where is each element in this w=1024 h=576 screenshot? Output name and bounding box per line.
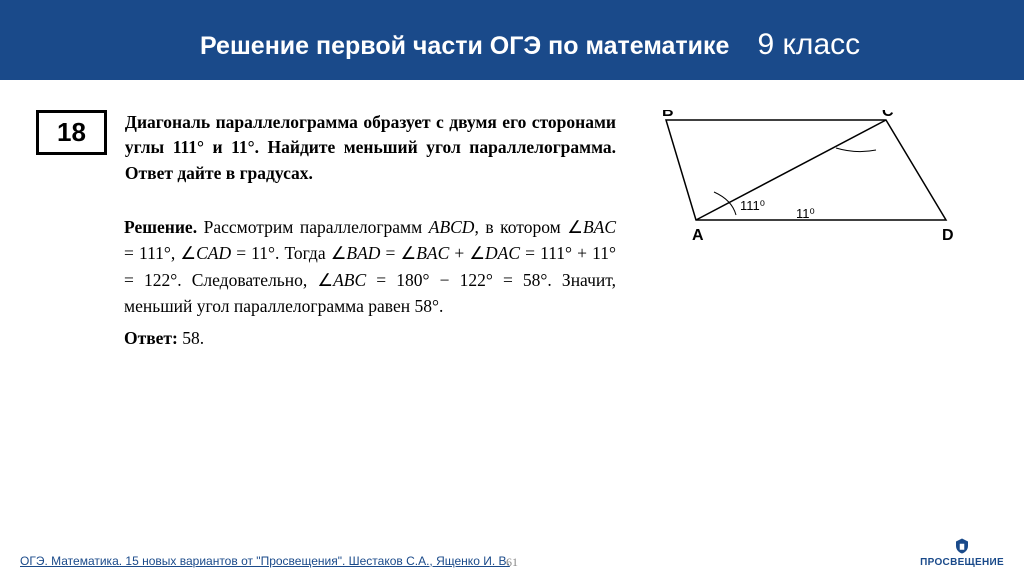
eq2: = 11°. Тогда ∠ bbox=[231, 243, 346, 263]
var-cad: CAD bbox=[196, 243, 231, 263]
solution-block: Решение. Рассмотрим параллелограмм ABCD,… bbox=[124, 214, 616, 351]
header-grade: 9 класс bbox=[757, 28, 860, 62]
solution-label: Решение. bbox=[124, 217, 197, 237]
answer-value: 58. bbox=[178, 328, 204, 348]
header-title: Решение первой части ОГЭ по математике bbox=[200, 32, 729, 61]
var-bac2: BAC bbox=[416, 243, 449, 263]
left-column: 18 Диагональ параллелограмма образует с … bbox=[36, 110, 616, 351]
content-area: 18 Диагональ параллелограмма образует с … bbox=[0, 80, 1024, 351]
footer-citation: ОГЭ. Математика. 15 новых вариантов от "… bbox=[20, 554, 510, 568]
parallelogram-diagram: A B C D 111⁰ 11⁰ bbox=[636, 110, 976, 351]
problem-row: 18 Диагональ параллелограмма образует с … bbox=[36, 110, 616, 186]
problem-text: Диагональ параллелограмма образует с дву… bbox=[125, 110, 616, 186]
solution-text-1b: , в котором ∠ bbox=[474, 217, 582, 237]
eq4: + ∠ bbox=[449, 243, 485, 263]
eq1: = 111°, ∠ bbox=[124, 243, 196, 263]
svg-text:11⁰: 11⁰ bbox=[796, 206, 815, 221]
svg-text:A: A bbox=[692, 227, 704, 244]
var-dac: DAC bbox=[485, 243, 520, 263]
svg-text:C: C bbox=[882, 110, 894, 120]
answer-row: Ответ: 58. bbox=[124, 325, 616, 351]
publisher-logo: ПРОСВЕЩЕНИЕ bbox=[920, 537, 1004, 568]
diagram-svg: A B C D 111⁰ 11⁰ bbox=[636, 110, 976, 250]
var-bac: BAC bbox=[583, 217, 616, 237]
solution-text-1a: Рассмотрим параллелограмм bbox=[197, 217, 429, 237]
svg-text:D: D bbox=[942, 227, 954, 244]
problem-number: 18 bbox=[36, 110, 107, 155]
answer-label: Ответ: bbox=[124, 328, 178, 348]
eq3: = ∠ bbox=[380, 243, 416, 263]
var-abc: ABC bbox=[333, 270, 366, 290]
svg-text:111⁰: 111⁰ bbox=[740, 198, 765, 213]
logo-text: ПРОСВЕЩЕНИЕ bbox=[920, 557, 1004, 568]
var-abcd: ABCD bbox=[429, 217, 475, 237]
svg-text:B: B bbox=[662, 110, 674, 120]
var-bad: BAD bbox=[346, 243, 380, 263]
page-number: 61 bbox=[506, 555, 518, 570]
header-bar: Решение первой части ОГЭ по математике 9… bbox=[0, 0, 1024, 80]
shield-icon bbox=[953, 537, 971, 555]
